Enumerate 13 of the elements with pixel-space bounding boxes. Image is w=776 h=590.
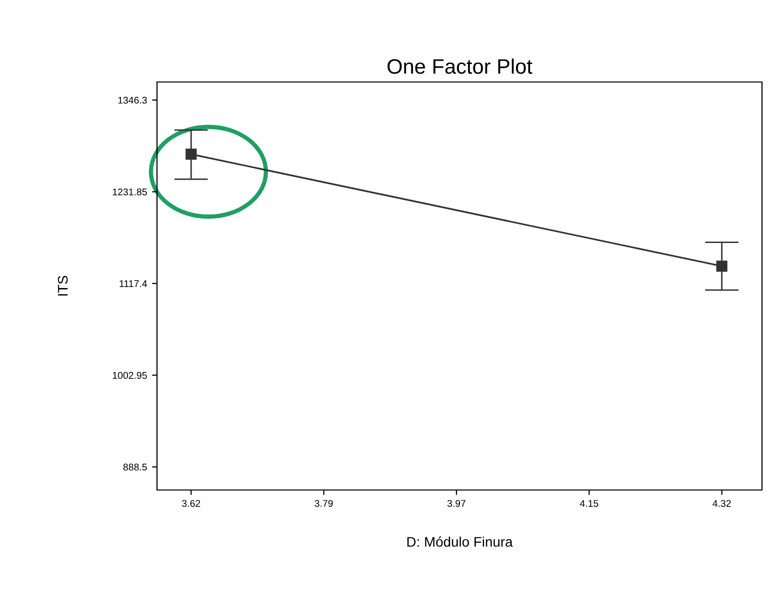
y-tick-label: 1117.4 [120,280,147,287]
chart-title: One Factor Plot [388,58,532,74]
y-tick-label: 888.5 [123,464,147,471]
y-tick-label: 1231.85 [112,188,147,196]
x-tick-label: 3.79 [314,500,333,507]
x-tick-label: 4.15 [580,500,598,507]
y-tick-label: 1346.3 [118,96,147,104]
y-tick-label: 1002.95 [112,372,147,379]
x-tick-label: 3.62 [182,500,200,507]
x-tick-label: 4.32 [712,500,731,507]
x-axis-title: D: Módulo Finura [407,536,513,547]
y-axis-title: ITS [58,276,68,296]
x-tick-label: 3.97 [447,500,466,507]
